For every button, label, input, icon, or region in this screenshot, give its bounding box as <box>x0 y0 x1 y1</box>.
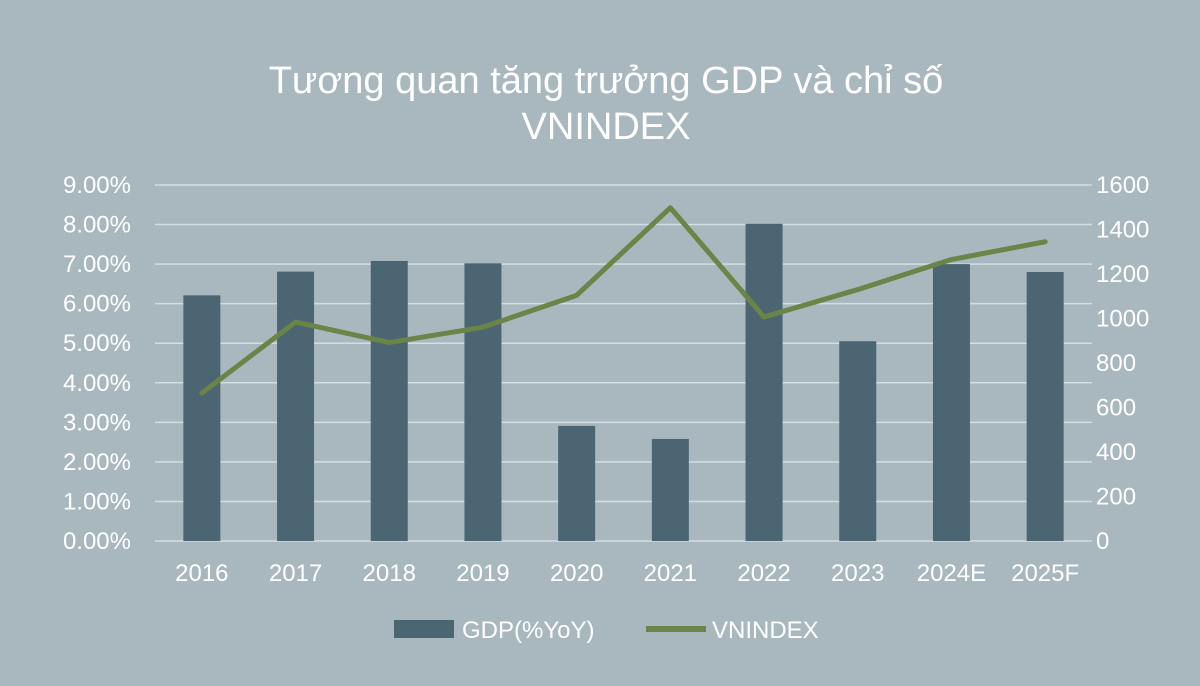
right-axis-tick-label: 1000 <box>1096 306 1149 333</box>
gdp-bars <box>183 223 1064 541</box>
gdp-bar <box>558 425 596 541</box>
gdp-bar <box>277 271 315 541</box>
gdp-bar <box>370 260 408 541</box>
gdp-bar <box>932 264 970 541</box>
x-axis-tick-label: 2016 <box>175 560 228 587</box>
x-axis-tick-label: 2018 <box>363 560 416 587</box>
right-axis-tick-label: 600 <box>1096 395 1136 422</box>
x-axis-tick-labels: 2016 2017 2018 2019 2020 2021 2022 2023 2024E 202… <box>175 560 1079 587</box>
x-axis-tick-label: 2021 <box>644 560 697 587</box>
gdp-bar <box>651 438 689 541</box>
legend-label-gdp: GDP(%YoY) <box>462 617 595 644</box>
right-axis-tick-labels: 0 200 400 600 800 1000 1200 1400 1600 <box>1096 172 1149 555</box>
chart-title-line-1: Tương quan tăng trưởng GDP và chỉ số <box>269 60 944 102</box>
gdp-bar <box>183 295 221 541</box>
left-axis-tick-label: 9.00% <box>63 172 131 199</box>
x-axis-tick-label: 2022 <box>737 560 790 587</box>
right-axis-tick-label: 1200 <box>1096 261 1149 288</box>
left-axis-tick-label: 6.00% <box>63 291 131 318</box>
gdp-bar <box>745 223 783 541</box>
left-axis-tick-label: 3.00% <box>63 409 131 436</box>
left-axis-tick-label: 5.00% <box>63 330 131 357</box>
right-axis-tick-label: 1600 <box>1096 172 1149 199</box>
legend: GDP(%YoY) VNINDEX <box>394 617 819 644</box>
vnindex-line <box>199 205 1048 396</box>
x-axis-tick-label: 2020 <box>550 560 603 587</box>
x-axis-tick-label: 2019 <box>456 560 509 587</box>
right-axis-tick-label: 200 <box>1096 484 1136 511</box>
legend-label-vnindex: VNINDEX <box>712 617 819 644</box>
right-axis-tick-label: 0 <box>1096 528 1109 555</box>
left-axis-tick-label: 7.00% <box>63 251 131 278</box>
x-axis-tick-label: 2025F <box>1011 560 1079 587</box>
gdp-bar <box>464 263 502 541</box>
left-axis-tick-labels: 0.00% 1.00% 2.00% 3.00% 4.00% 5.00% 6.00% 7.00%… <box>63 172 131 555</box>
left-axis-tick-label: 4.00% <box>63 370 131 397</box>
gdp-bar <box>1026 272 1064 541</box>
x-axis-tick-label: 2023 <box>831 560 884 587</box>
vnindex-line-series <box>199 205 1048 396</box>
x-axis-tick-label: 2017 <box>269 560 322 587</box>
chart-title-line-2: VNINDEX <box>522 106 691 148</box>
left-axis-tick-label: 2.00% <box>63 449 131 476</box>
gdp-bar <box>839 341 877 541</box>
right-axis-tick-label: 400 <box>1096 439 1136 466</box>
chart-title: Tương quan tăng trưởng GDP và chỉ số VNI… <box>269 60 944 148</box>
right-axis-tick-label: 800 <box>1096 350 1136 377</box>
left-axis-tick-label: 8.00% <box>63 212 131 239</box>
left-axis-tick-label: 1.00% <box>63 488 131 515</box>
x-axis-tick-label: 2024E <box>917 560 986 587</box>
legend-swatch-gdp <box>394 620 454 638</box>
left-axis-tick-label: 0.00% <box>63 528 131 555</box>
right-axis-tick-label: 1400 <box>1096 217 1149 244</box>
